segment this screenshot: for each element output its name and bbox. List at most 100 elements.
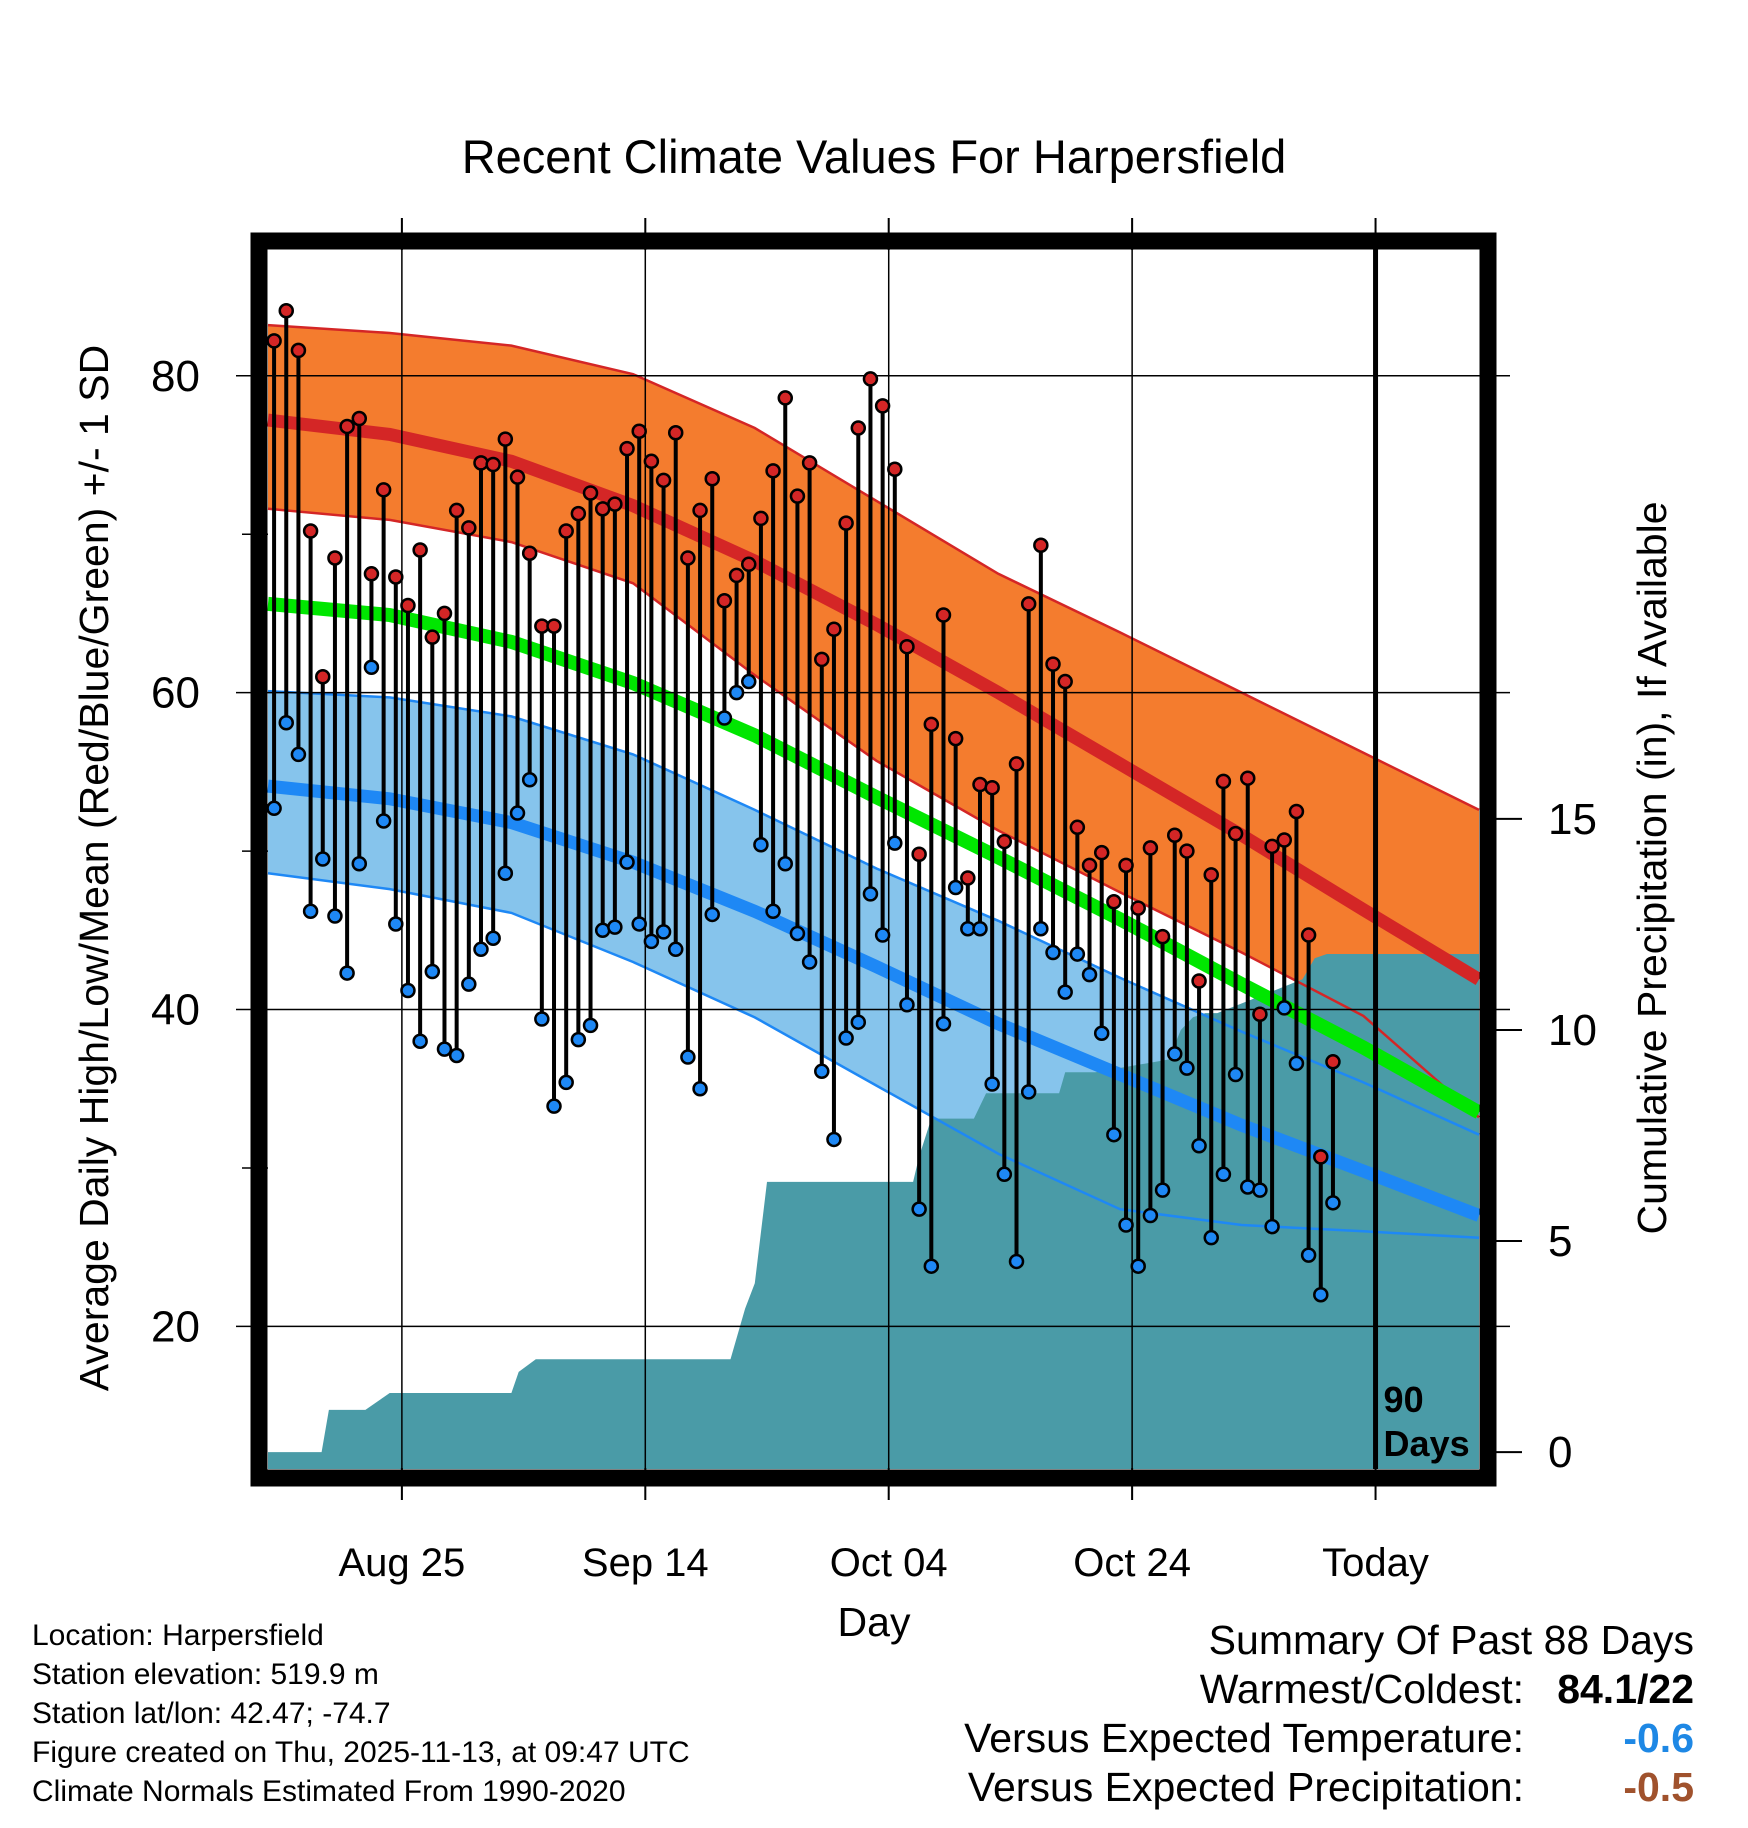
daily-low-point: [789, 925, 806, 942]
daily-low-point: [826, 1131, 842, 1148]
daily-low-point: [1300, 1247, 1317, 1263]
daily-low-point: [1166, 1046, 1183, 1062]
daily-high-point: [1264, 838, 1280, 855]
daily-high-point: [400, 597, 416, 614]
daily-high-point: [424, 629, 441, 645]
daily-high-point: [680, 550, 696, 566]
daily-high-point: [1008, 756, 1025, 772]
daily-high-point: [388, 569, 404, 585]
daily-high-point: [1288, 803, 1305, 820]
daily-low-point: [1325, 1195, 1341, 1211]
daily-high-point: [448, 502, 465, 519]
precip-value: -0.5: [1623, 1764, 1694, 1810]
daily-high-point: [850, 420, 867, 436]
y2-tick-label: 15: [1548, 795, 1597, 844]
daily-low-point: [412, 1033, 428, 1049]
daily-low-point: [1020, 1084, 1037, 1100]
daily-high-point: [923, 716, 940, 733]
daily-high-point: [1069, 819, 1086, 836]
daily-high-point: [716, 592, 733, 609]
daily-high-point: [473, 455, 489, 471]
daily-high-point: [1179, 843, 1195, 859]
high-sd-band-upper-edge: [267, 323, 1480, 812]
daily-high-point: [582, 485, 599, 501]
y2-axis-label: Cumulative Precipitation (in), If Availa…: [1629, 501, 1675, 1234]
daily-high-point: [1020, 596, 1037, 612]
daily-low-point: [1008, 1253, 1025, 1270]
daily-low-point: [497, 865, 514, 882]
daily-high-point: [887, 461, 903, 477]
precip-area: [268, 954, 1479, 1469]
daily-low-point: [302, 903, 319, 920]
y2-tick-label: 10: [1548, 1006, 1597, 1055]
daily-high-point: [1252, 1006, 1268, 1023]
summary-title: Summary Of Past 88 Days: [1208, 1617, 1694, 1663]
daily-low-point: [862, 886, 879, 902]
daily-high-point: [826, 621, 842, 638]
daily-low-point: [485, 930, 501, 946]
daily-high-point: [1203, 867, 1219, 883]
daily-low-point: [436, 1041, 453, 1057]
daily-high-point: [436, 605, 453, 622]
daily-high-point: [911, 846, 927, 862]
daily-low-point: [1033, 920, 1049, 937]
daily-low-point: [1130, 1258, 1146, 1274]
daily-low-point: [363, 659, 380, 676]
daily-high-point: [789, 488, 806, 504]
daily-high-point: [1081, 857, 1098, 874]
daily-high-point: [765, 463, 781, 479]
daily-high-point: [1033, 537, 1049, 554]
x-tick-label: Oct 24: [1073, 1541, 1191, 1585]
daily-low-point: [534, 1011, 550, 1027]
daily-high-point: [1093, 844, 1110, 861]
low-normal-line: [267, 779, 1482, 1222]
x-tick-label: Today: [1322, 1541, 1429, 1585]
daily-low-point: [680, 1049, 696, 1065]
daily-low-point: [351, 856, 368, 872]
precip-label: Versus Expected Precipitation:: [967, 1764, 1524, 1810]
daily-low-point: [631, 916, 647, 932]
today-days-label: Days: [1384, 1423, 1470, 1464]
daily-low-point: [972, 920, 988, 937]
daily-low-point: [461, 976, 477, 992]
y-tick-label: 20: [151, 1302, 200, 1351]
daily-low-point: [570, 1031, 587, 1048]
daily-low-point: [911, 1201, 927, 1217]
chart-title: Recent Climate Values For Harpersfield: [462, 130, 1287, 183]
daily-high-point: [631, 423, 647, 439]
daily-high-point: [278, 303, 295, 319]
daily-high-point: [899, 638, 915, 655]
daily-high-point: [935, 607, 952, 623]
x-tick-label: Sep 14: [582, 1541, 709, 1585]
x-tick-label: Aug 25: [338, 1541, 465, 1585]
daily-low-point: [424, 963, 441, 980]
daily-low-point: [582, 1017, 599, 1034]
normals-text: Climate Normals Estimated From 1990-2020: [32, 1775, 626, 1808]
daily-low-point: [874, 927, 891, 943]
daily-high-point: [1215, 773, 1232, 790]
daily-low-point: [740, 673, 757, 690]
daily-low-point: [984, 1076, 1000, 1092]
daily-high-point: [461, 520, 477, 536]
daily-low-point: [1118, 1217, 1134, 1233]
daily-low-point: [996, 1166, 1013, 1183]
daily-high-point: [643, 453, 660, 470]
x-tick-label: Oct 04: [830, 1541, 948, 1585]
y-tick-label: 40: [151, 986, 200, 1035]
daily-low-point: [728, 684, 745, 701]
daily-high-point: [1118, 857, 1134, 874]
summary-warm-cold: Warmest/Coldest: 84.1/22: [964, 1665, 1694, 1714]
daily-high-point: [266, 333, 282, 349]
daily-high-point: [740, 556, 757, 573]
daily-low-point: [850, 1014, 867, 1030]
daily-low-point: [315, 851, 331, 867]
daily-high-point: [1227, 825, 1244, 842]
daily-low-point: [1203, 1229, 1219, 1246]
daily-low-point: [1191, 1138, 1207, 1154]
daily-high-point: [996, 833, 1013, 850]
today-days-number: 90: [1384, 1379, 1424, 1420]
daily-low-point: [1288, 1055, 1305, 1072]
daily-high-point: [704, 470, 720, 487]
daily-high-point: [363, 566, 380, 582]
